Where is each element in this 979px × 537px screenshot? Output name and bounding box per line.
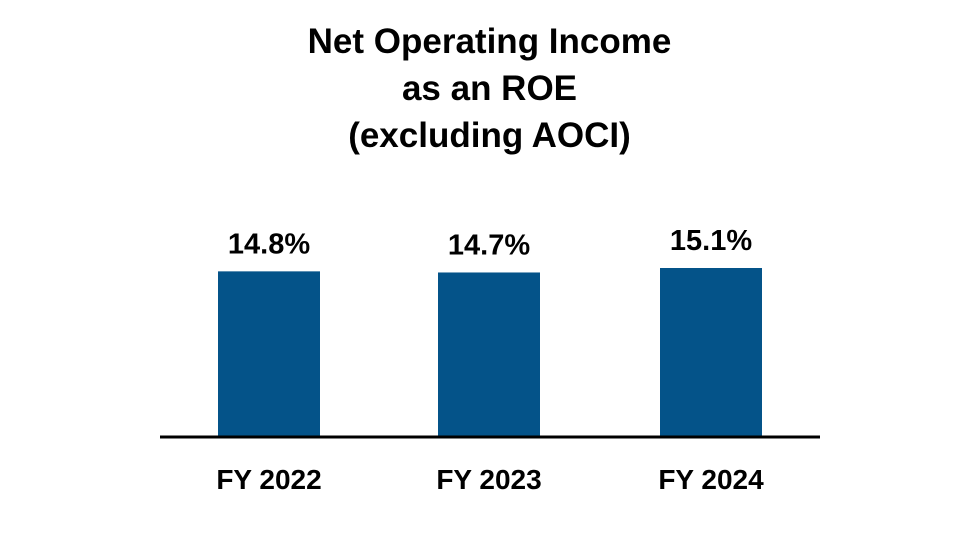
tick-label-fy-2023: FY 2023 — [436, 464, 541, 495]
chart-title-line-3: (excluding AOCI) — [348, 116, 631, 155]
chart-title: Net Operating Income as an ROE (excludin… — [0, 18, 979, 159]
data-label-fy-2022: 14.8% — [228, 228, 310, 260]
tick-label-fy-2022: FY 2022 — [216, 464, 321, 495]
bar-fy-2023 — [438, 272, 540, 437]
x-axis-tick-labels: FY 2022 FY 2023 FY 2024 — [216, 464, 764, 495]
bar-fy-2022 — [218, 271, 320, 437]
bar-series — [218, 268, 762, 437]
data-label-fy-2023: 14.7% — [448, 229, 530, 261]
chart-title-line-2: as an ROE — [401, 69, 578, 108]
bar-fy-2024 — [660, 268, 762, 437]
data-label-fy-2024: 15.1% — [670, 225, 752, 257]
tick-label-fy-2024: FY 2024 — [658, 464, 764, 495]
data-labels: 14.8% 14.7% 15.1% — [228, 225, 752, 261]
chart-title-line-1: Net Operating Income — [307, 22, 672, 61]
